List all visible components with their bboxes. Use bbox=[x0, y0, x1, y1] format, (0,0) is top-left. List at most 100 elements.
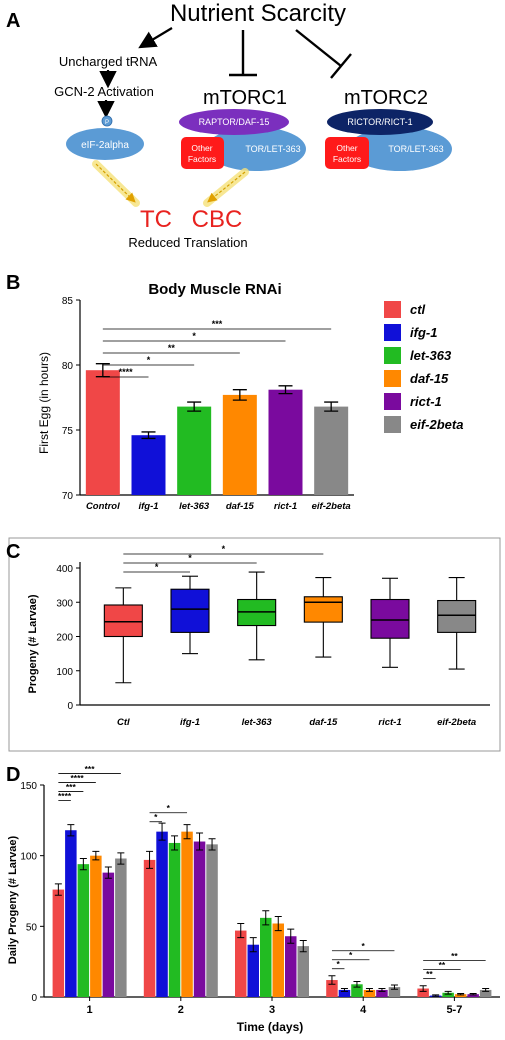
chart-d-bar bbox=[297, 946, 309, 997]
raptor-ellipse bbox=[179, 109, 289, 135]
chart-d-bar bbox=[52, 889, 65, 997]
chart-d-error-bar bbox=[79, 857, 87, 871]
chart-d-significance-label: ** bbox=[426, 969, 433, 979]
chart-d-error-bar bbox=[444, 990, 452, 995]
cbc-label: CBC bbox=[192, 206, 243, 233]
chart-d-xlabel: Time (days) bbox=[237, 1020, 303, 1034]
chart-b-x-label: daf-15 bbox=[226, 501, 255, 512]
chart-b-bar bbox=[268, 389, 303, 495]
mtorc2-label: mTORC2 bbox=[344, 87, 428, 109]
chart-b-legend-label: rict-1 bbox=[410, 394, 442, 409]
mtorc1-label: mTORC1 bbox=[203, 87, 287, 109]
chart-d-error-bar bbox=[196, 832, 204, 851]
chart-b-significance-label: ** bbox=[168, 343, 176, 353]
chart-d-bar bbox=[351, 984, 363, 997]
chart-b: B Body Muscle RNAi First Egg (in hours) … bbox=[6, 272, 463, 512]
chart-d-significance-label: *** bbox=[85, 764, 96, 774]
chart-d-error-bar bbox=[328, 975, 336, 985]
chart-c-box bbox=[370, 598, 410, 639]
tc-label: TC bbox=[140, 206, 172, 233]
chart-d-bar bbox=[467, 994, 479, 997]
reduced-translation-label: Reduced Translation bbox=[128, 235, 247, 250]
chart-d-error-bar bbox=[432, 994, 440, 997]
chart-d-significance-label: * bbox=[337, 959, 341, 969]
chart-d-bar bbox=[235, 930, 247, 997]
chart-d-error-bar bbox=[457, 992, 465, 996]
chart-d-error-bar bbox=[390, 984, 398, 990]
chart-d-error-bar bbox=[249, 937, 257, 953]
mtorc2-other-line1: Other bbox=[336, 143, 357, 153]
chart-d-bar bbox=[442, 992, 454, 997]
chart-d-bar bbox=[206, 844, 218, 997]
chart-d-error-bar bbox=[104, 866, 112, 879]
chart-d-significance-label: * bbox=[349, 950, 353, 960]
gcn2-label: GCN-2 Activation bbox=[54, 84, 154, 99]
chart-d-bar bbox=[260, 917, 272, 997]
chart-b-bar bbox=[314, 406, 349, 495]
chart-d-bar bbox=[156, 831, 168, 997]
chart-d-error-bar bbox=[183, 824, 191, 840]
inhibit-mtorc2-line bbox=[295, 29, 342, 67]
chart-d-bar bbox=[102, 872, 115, 997]
chart-d-ytick-label: 0 bbox=[31, 993, 37, 1004]
chart-c-ytick-label: 0 bbox=[67, 701, 73, 712]
chart-c-ytick-label: 200 bbox=[56, 633, 73, 644]
chart-c-significance-label: * bbox=[155, 562, 159, 572]
chart-b-legend-swatch bbox=[384, 393, 401, 410]
chart-b-legend-swatch bbox=[384, 416, 401, 433]
chart-c-x-label: ifg-1 bbox=[180, 717, 200, 728]
chart-d-error-bar bbox=[117, 852, 125, 865]
chart-c: C Progeny (# Larvae) 0 100 200 300 400 Ctl ifg… bbox=[6, 537, 501, 752]
chart-b-error-bar bbox=[324, 401, 339, 412]
chart-b-ytick-label: 70 bbox=[62, 491, 74, 502]
chart-d-error-bar bbox=[469, 992, 477, 996]
chart-d-significance-label: * bbox=[362, 941, 366, 951]
chart-d-error-bar bbox=[92, 850, 100, 861]
chart-d-significance-label: * bbox=[167, 803, 171, 813]
chart-b-ytick-label: 75 bbox=[62, 426, 74, 437]
uncharged-trna-label: Uncharged tRNA bbox=[59, 54, 158, 69]
raptor-label: RAPTOR/DAF-15 bbox=[199, 117, 270, 127]
chart-d-bar bbox=[376, 989, 388, 997]
chart-b-x-label: eif-2beta bbox=[312, 501, 351, 512]
cbc-arrow bbox=[207, 171, 246, 203]
chart-d-error-bar bbox=[146, 850, 154, 869]
chart-c-box bbox=[103, 604, 143, 638]
chart-d-error-bar bbox=[171, 835, 179, 851]
tc-arrow bbox=[95, 163, 136, 203]
chart-d-x-label: 1 bbox=[87, 1004, 93, 1016]
chart-c-box bbox=[303, 596, 343, 623]
eif2alpha-ellipse bbox=[66, 128, 144, 160]
chart-d-ytick-label: 100 bbox=[20, 852, 37, 863]
chart-b-legend-swatch bbox=[384, 324, 401, 341]
chart-b-legend-label: daf-15 bbox=[410, 371, 449, 386]
inhibit-mtorc2-bar bbox=[330, 53, 352, 79]
chart-b-bar bbox=[177, 406, 212, 495]
chart-b-error-bar bbox=[141, 431, 156, 440]
chart-d-ytick-label: 150 bbox=[20, 781, 37, 792]
chart-d-bar bbox=[181, 831, 193, 997]
panel-c-letter: C bbox=[6, 541, 20, 563]
chart-d: D Daily Progeny (# Larvae) Time (days) 0… bbox=[6, 764, 500, 1034]
chart-c-x-label: let-363 bbox=[242, 717, 273, 728]
chart-b-ylabel: First Egg (in hours) bbox=[37, 352, 51, 454]
chart-c-frame bbox=[8, 537, 501, 752]
chart-b-significance-label: * bbox=[147, 355, 151, 365]
chart-c-x-label: rict-1 bbox=[378, 717, 401, 728]
panel-d: D Daily Progeny (# Larvae) Time (days) 0… bbox=[0, 755, 505, 1035]
chart-d-significance-label: ** bbox=[439, 960, 446, 970]
phosphate-icon bbox=[101, 115, 113, 127]
chart-c-ytick-label: 300 bbox=[56, 598, 73, 609]
chart-d-bar bbox=[326, 980, 338, 997]
chart-d-error-bar bbox=[262, 910, 270, 926]
chart-d-error-bar bbox=[365, 988, 373, 992]
pathway-diagram: A Nutrient Scarcity Uncharged tRNA GCN-2… bbox=[6, 0, 452, 250]
chart-c-ylabel: Progeny (# Larvae) bbox=[27, 594, 39, 693]
chart-d-significance-label: * bbox=[154, 812, 158, 822]
chart-d-error-bar bbox=[482, 988, 490, 992]
chart-d-error-bar bbox=[299, 939, 307, 953]
chart-d-ylabel: Daily Progeny (# Larvae) bbox=[7, 835, 19, 964]
chart-b-significance-label: *** bbox=[212, 319, 223, 329]
chart-c-x-label: Ctl bbox=[117, 717, 130, 728]
chart-c-box bbox=[170, 588, 210, 633]
